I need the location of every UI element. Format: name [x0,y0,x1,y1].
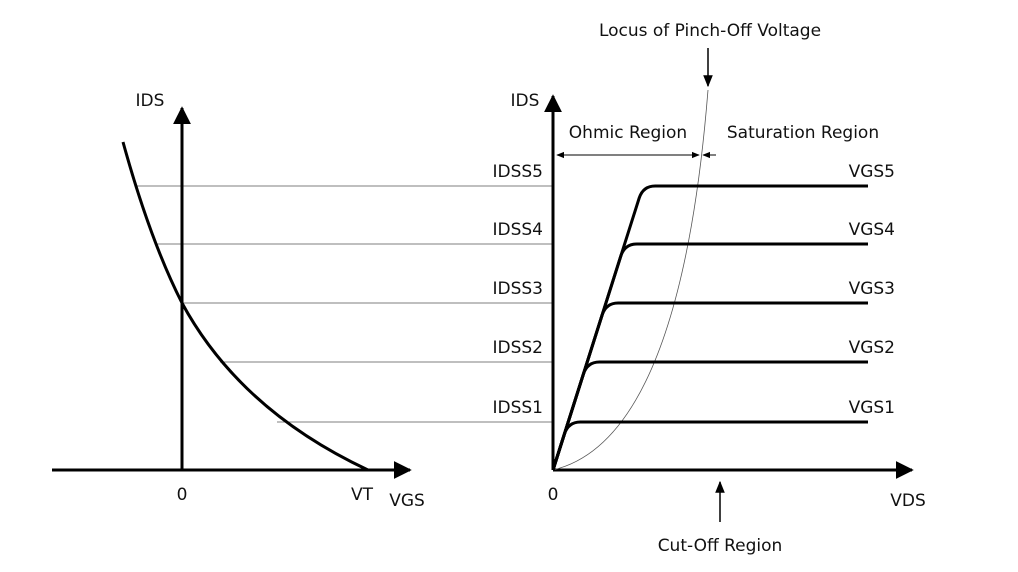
right-y-label: IDS [511,91,540,111]
pinch-off-locus [552,89,709,471]
ohmic-label: Ohmic Region [569,123,687,143]
left-y-label: IDS [136,91,165,111]
idss-label: IDSS2 [492,338,543,358]
vgs-label: VGS4 [849,220,895,240]
saturation-label: Saturation Region [727,123,879,143]
idss-label: IDSS3 [492,279,543,299]
output-curve [551,420,868,471]
output-curve [551,360,868,471]
output-curve [551,184,868,471]
output-curve [551,301,868,471]
idss-label: IDSS1 [492,398,543,418]
vgs-label: VGS2 [849,338,895,358]
locus-label: Locus of Pinch-Off Voltage [599,21,821,41]
right-origin-label: 0 [548,485,559,505]
threshold-label: VT [351,485,374,505]
vgs-label: VGS1 [849,398,895,418]
left-x-label: VGS [389,491,425,511]
vgs-label: VGS3 [849,279,895,299]
output-curve [551,242,868,471]
transfer-curve [121,141,369,472]
idss-label: IDSS5 [492,162,543,182]
left-origin-label: 0 [177,485,188,505]
idss-label: IDSS4 [492,220,543,240]
vgs-label: VGS5 [849,162,895,182]
cutoff-label: Cut-Off Region [658,536,783,556]
output-curves [551,184,868,471]
reference-lines [137,185,553,423]
right-x-label: VDS [890,491,926,511]
